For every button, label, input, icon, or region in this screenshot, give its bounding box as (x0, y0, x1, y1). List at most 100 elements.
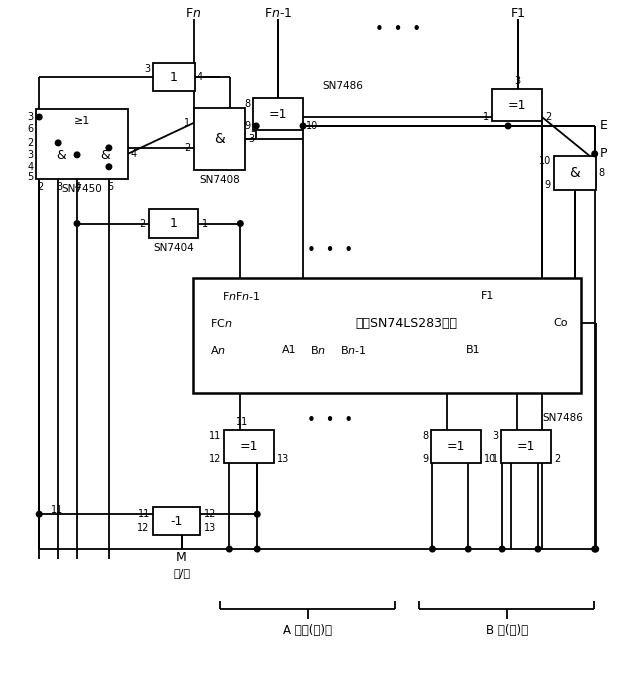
Circle shape (36, 114, 42, 120)
Text: SN7486: SN7486 (542, 413, 583, 423)
Bar (431, 430, 481, 464)
Text: 3: 3 (248, 134, 254, 144)
Text: 3: 3 (144, 64, 151, 74)
Text: &: & (56, 149, 66, 162)
Text: 1: 1 (170, 71, 178, 84)
Bar (554, 156, 595, 190)
Text: B$n$-1: B$n$-1 (340, 344, 366, 356)
Text: 2: 2 (554, 454, 560, 464)
Text: F1: F1 (510, 7, 526, 20)
Text: •  •  •: • • • (307, 413, 353, 428)
Text: 9: 9 (422, 454, 428, 464)
Bar (149, 209, 199, 239)
Text: 加/减: 加/减 (173, 568, 190, 578)
Bar (194, 108, 246, 170)
Text: =1: =1 (447, 440, 466, 453)
Bar (36, 109, 128, 179)
Circle shape (499, 546, 505, 552)
Text: 2: 2 (139, 218, 146, 228)
Circle shape (254, 546, 260, 552)
Text: 11: 11 (138, 509, 150, 519)
Text: E: E (600, 119, 608, 132)
Text: =1: =1 (517, 440, 536, 453)
Text: 5: 5 (27, 172, 33, 181)
Circle shape (106, 164, 112, 170)
Text: 12: 12 (204, 509, 216, 519)
Text: 3: 3 (56, 181, 62, 192)
Circle shape (56, 140, 61, 146)
Text: 8: 8 (598, 168, 605, 178)
Text: F1: F1 (481, 291, 495, 301)
Bar (492, 89, 542, 121)
Circle shape (36, 512, 42, 517)
Text: 3: 3 (251, 124, 257, 134)
Text: 6: 6 (27, 124, 33, 134)
Circle shape (74, 152, 80, 158)
Text: F$n$F$n$-1: F$n$F$n$-1 (222, 291, 261, 302)
Circle shape (535, 546, 540, 552)
Text: 12: 12 (209, 454, 222, 464)
Bar (253, 98, 303, 130)
Text: SN7450: SN7450 (62, 183, 102, 194)
Bar (152, 63, 194, 91)
Text: 4: 4 (27, 162, 33, 172)
Text: FC$n$: FC$n$ (210, 317, 233, 329)
Text: 1: 1 (483, 112, 489, 122)
Text: 1: 1 (170, 217, 178, 230)
Text: 13: 13 (204, 523, 216, 533)
Text: Co: Co (553, 318, 568, 328)
Text: 3: 3 (492, 430, 498, 441)
Text: 2: 2 (27, 138, 33, 148)
Text: 10: 10 (306, 121, 318, 131)
Text: 11: 11 (51, 505, 64, 515)
Circle shape (592, 151, 597, 157)
Text: 3: 3 (27, 112, 33, 122)
Text: 10: 10 (484, 454, 497, 464)
Text: 8: 8 (244, 99, 251, 109)
Circle shape (300, 123, 306, 129)
Text: ≥1: ≥1 (74, 116, 90, 126)
Circle shape (106, 145, 112, 151)
Text: SN7408: SN7408 (199, 175, 240, 185)
Text: •  •  •: • • • (375, 22, 421, 37)
Text: 3: 3 (514, 76, 520, 86)
Circle shape (429, 546, 435, 552)
Circle shape (254, 512, 260, 517)
Text: &: & (100, 149, 110, 162)
Text: SN7404: SN7404 (153, 243, 194, 254)
Text: F$n$: F$n$ (185, 7, 202, 20)
Text: 12: 12 (138, 523, 150, 533)
Text: =1: =1 (269, 108, 288, 121)
Text: 4: 4 (75, 181, 81, 192)
Circle shape (254, 123, 259, 129)
Text: SN7486: SN7486 (323, 81, 363, 91)
Bar (193, 278, 581, 393)
Text: 8: 8 (422, 430, 428, 441)
Text: &: & (569, 166, 580, 180)
Bar (152, 507, 201, 535)
Text: =1: =1 (240, 440, 259, 453)
Circle shape (465, 546, 471, 552)
Text: 11: 11 (236, 417, 249, 427)
Text: 1: 1 (492, 454, 498, 464)
Text: &: & (214, 132, 225, 146)
Bar (501, 430, 551, 464)
Circle shape (226, 546, 232, 552)
Text: 9: 9 (545, 179, 551, 190)
Text: B1: B1 (466, 345, 481, 355)
Text: 13: 13 (277, 454, 289, 464)
Bar (225, 430, 274, 464)
Text: M: M (176, 550, 187, 563)
Text: A1: A1 (282, 345, 297, 355)
Text: 3: 3 (27, 150, 33, 160)
Text: A$n$: A$n$ (210, 344, 226, 356)
Text: 2: 2 (37, 181, 43, 192)
Text: P: P (600, 147, 607, 160)
Text: 2: 2 (184, 143, 191, 153)
Text: 1: 1 (184, 118, 191, 128)
Text: 2: 2 (545, 112, 551, 122)
Text: =1: =1 (508, 99, 526, 112)
Circle shape (592, 546, 597, 552)
Text: 4: 4 (196, 72, 202, 83)
Text: F$n$-1: F$n$-1 (264, 7, 292, 20)
